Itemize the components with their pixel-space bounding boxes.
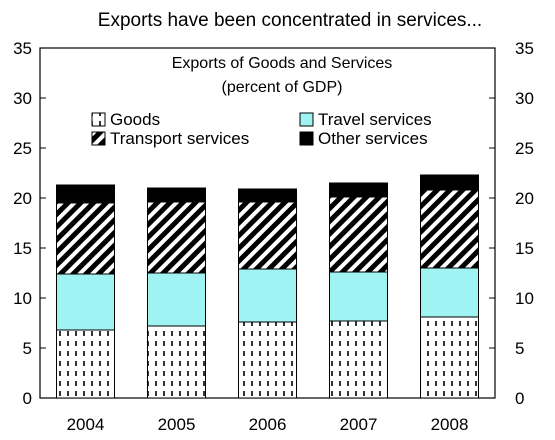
bar-segment-other-services <box>238 188 297 203</box>
x-tick-label: 2008 <box>431 415 469 434</box>
legend-item-goods: Goods <box>91 110 160 129</box>
bar-segment-goods <box>329 320 388 399</box>
bar-segment-goods <box>56 329 115 399</box>
y-tick-label-left: 15 <box>13 239 32 258</box>
x-tick-label: 2006 <box>249 415 287 434</box>
y-tick-label-left: 20 <box>13 189 32 208</box>
bar-segment-transport-services <box>56 202 115 275</box>
y-tick-label-right: 35 <box>515 39 534 58</box>
bar-stack-2006 <box>238 188 297 399</box>
bar-segment-other-services <box>147 187 206 203</box>
bar-stack-2007 <box>329 182 388 399</box>
y-tick-label-right: 10 <box>515 289 534 308</box>
y-tick-label-left: 5 <box>23 339 32 358</box>
bar-stack-2004 <box>56 184 115 399</box>
x-axis-labels: 2004 2005 2006 2007 2008 <box>67 415 469 434</box>
y-tick-label-left: 10 <box>13 289 32 308</box>
bar-segment-goods <box>147 325 206 399</box>
bar-segment-travel-services <box>420 267 479 318</box>
bar-segment-transport-services <box>238 201 297 270</box>
bar-segment-goods <box>420 316 479 399</box>
x-tick-label: 2005 <box>158 415 196 434</box>
x-tick-label: 2007 <box>340 415 378 434</box>
y-tick-label-right: 15 <box>515 239 534 258</box>
legend: Goods Travel services Transport services Ot… <box>91 110 432 148</box>
legend-swatch <box>91 131 106 146</box>
bar-segment-travel-services <box>147 272 206 327</box>
bar-stack-2008 <box>420 174 479 399</box>
bar-segment-transport-services <box>420 189 479 269</box>
y-tick-label-left: 0 <box>23 389 32 408</box>
y-tick-label-right: 0 <box>515 389 524 408</box>
legend-swatch <box>299 131 314 146</box>
bar-segment-goods <box>238 321 297 399</box>
legend-item-other-services: Other services <box>299 129 428 148</box>
bar-segment-travel-services <box>329 271 388 322</box>
bar-segment-transport-services <box>147 201 206 274</box>
bar-segment-other-services <box>329 182 388 198</box>
legend-label: Other services <box>318 129 428 148</box>
y-tick-label-right: 25 <box>515 139 534 158</box>
inner-title-line2: (percent of GDP) <box>222 79 343 96</box>
legend-item-transport-services: Transport services <box>91 129 249 148</box>
y-tick-label-right: 20 <box>515 189 534 208</box>
x-tick-label: 2004 <box>67 415 105 434</box>
bar-segment-travel-services <box>56 273 115 331</box>
bar-segment-travel-services <box>238 268 297 323</box>
y-tick-label-right: 30 <box>515 89 534 108</box>
y-axis-ticks <box>40 47 495 399</box>
legend-label: Travel services <box>318 110 432 129</box>
chart-title: Exports have been concentrated in servic… <box>98 10 482 31</box>
legend-swatch <box>91 112 106 127</box>
y-axis-labels-right: 0 5 10 15 20 25 30 35 <box>515 39 534 408</box>
legend-label: Goods <box>110 110 160 129</box>
inner-title-line1: Exports of Goods and Services <box>172 55 393 72</box>
y-tick-label-left: 35 <box>13 39 32 58</box>
bar-segment-other-services <box>56 184 115 204</box>
legend-item-travel-services: Travel services <box>299 110 432 129</box>
y-tick-label-right: 5 <box>515 339 524 358</box>
y-axis-labels-left: 0 5 10 15 20 25 30 35 <box>13 39 32 408</box>
bar-stack-2005 <box>147 187 206 399</box>
y-tick-label-left: 25 <box>13 139 32 158</box>
legend-label: Transport services <box>110 129 249 148</box>
bar-segment-transport-services <box>329 196 388 273</box>
bar-segment-other-services <box>420 174 479 191</box>
y-tick-label-left: 30 <box>13 89 32 108</box>
bars-group <box>56 174 479 399</box>
legend-swatch <box>299 112 314 127</box>
